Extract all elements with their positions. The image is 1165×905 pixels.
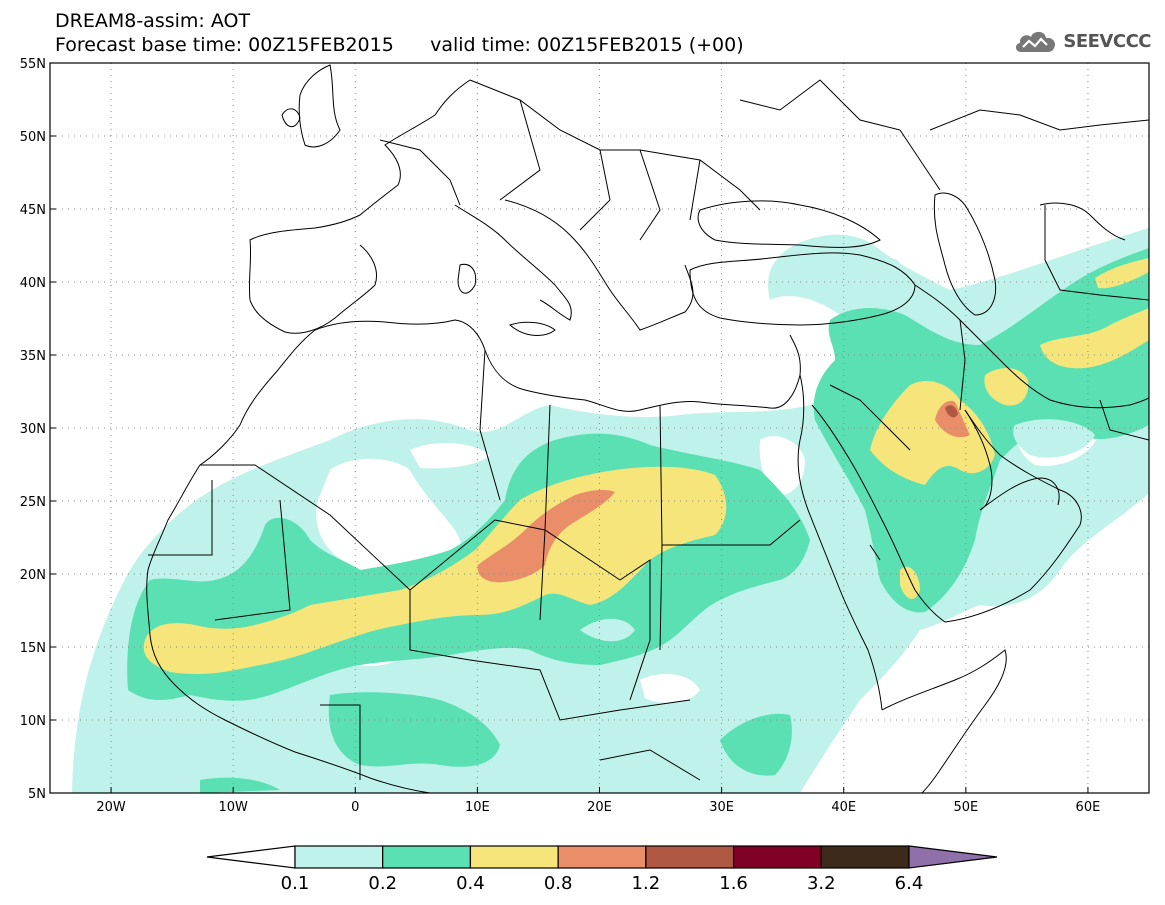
colorbar-level-label: 0.4 <box>456 873 485 894</box>
coastlines-and-borders <box>146 64 1149 793</box>
lat-tick-label: 15N <box>20 641 46 656</box>
colorbar-segment <box>732 845 822 869</box>
lat-tick-label: 5N <box>28 787 46 802</box>
colorbar-level-label: 0.1 <box>281 873 310 894</box>
colorbar-labels: 0.1 0.2 0.4 0.8 1.2 1.6 3.2 6.4 <box>281 873 924 894</box>
aot-0-2-gaps <box>580 419 1095 642</box>
lon-tick-label: 10W <box>218 800 248 815</box>
logo-text: SEEVCCC <box>1063 30 1151 52</box>
map-title: DREAM8-assim: AOT <box>55 10 251 32</box>
lon-tick-label: 10E <box>465 800 490 815</box>
lon-tick-label: 0 <box>351 800 359 815</box>
lat-tick-label: 50N <box>20 130 46 145</box>
latitude-axis: 55N 50N 45N 40N 35N 30N 25N 20N 15N 10N 5N <box>20 57 56 802</box>
lat-tick-label: 30N <box>20 422 46 437</box>
colorbar-segment <box>557 845 647 869</box>
longitude-axis: 20W 10W 0 10E 20E 30E 40E 50E 60E <box>96 787 1100 815</box>
lat-tick-label: 35N <box>20 349 46 364</box>
aot-fill-1-2 <box>945 405 958 418</box>
aot-fill-0-4 <box>143 258 1149 675</box>
lon-tick-label: 30E <box>709 800 734 815</box>
seevccc-logo: SEEVCCC <box>1013 26 1151 56</box>
colorbar-level-label: 1.2 <box>632 873 661 894</box>
lat-tick-label: 45N <box>20 203 46 218</box>
cloud-icon <box>1016 31 1056 52</box>
aot-colorbar <box>206 845 998 869</box>
colorbar-level-label: 0.2 <box>368 873 397 894</box>
lon-tick-label: 20E <box>587 800 612 815</box>
time-info: Forecast base time: 00Z15FEB2015 valid t… <box>55 34 744 56</box>
colorbar-segment <box>294 845 384 869</box>
map-area <box>50 63 1149 793</box>
colorbar-segment <box>469 845 559 869</box>
colorbar-high-arrow <box>908 845 998 869</box>
lon-tick-label: 20W <box>96 800 126 815</box>
lat-tick-label: 10N <box>20 714 46 729</box>
colorbar-level-label: 1.6 <box>719 873 748 894</box>
colorbar-segment <box>645 845 735 869</box>
lon-tick-label: 60E <box>1076 800 1101 815</box>
colorbar-segment <box>382 845 472 869</box>
colorbar-level-label: 6.4 <box>895 873 924 894</box>
lat-tick-label: 40N <box>20 276 46 291</box>
lon-tick-label: 50E <box>953 800 978 815</box>
lon-tick-label: 40E <box>831 800 856 815</box>
colorbar-level-label: 3.2 <box>807 873 836 894</box>
forecast-base-time: Forecast base time: 00Z15FEB2015 <box>55 34 394 56</box>
aot-fill-0-8 <box>477 400 970 583</box>
colorbar-segment <box>820 845 910 869</box>
valid-time: valid time: 00Z15FEB2015 (+00) <box>430 34 744 56</box>
colorbar-level-label: 0.8 <box>544 873 573 894</box>
lat-tick-label: 25N <box>20 495 46 510</box>
lat-tick-label: 55N <box>20 57 46 72</box>
lat-tick-label: 20N <box>20 568 46 583</box>
colorbar-low-arrow <box>206 845 296 869</box>
